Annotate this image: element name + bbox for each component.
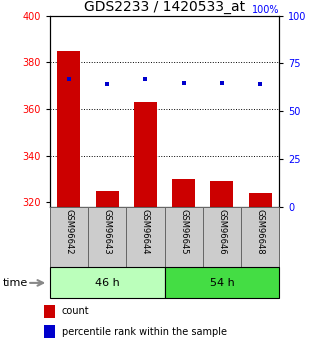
Title: GDS2233 / 1420533_at: GDS2233 / 1420533_at bbox=[84, 0, 245, 14]
Bar bbox=[211, 181, 233, 207]
Bar bbox=[50, 207, 88, 267]
Bar bbox=[50, 267, 164, 298]
Bar bbox=[164, 207, 203, 267]
Point bbox=[105, 82, 110, 87]
Bar bbox=[126, 207, 164, 267]
Text: GSM96646: GSM96646 bbox=[217, 209, 226, 254]
Text: GSM96642: GSM96642 bbox=[65, 209, 74, 254]
Point bbox=[66, 76, 72, 81]
Bar bbox=[134, 102, 157, 207]
Point bbox=[257, 82, 263, 87]
Point bbox=[143, 76, 148, 81]
Text: GSM96648: GSM96648 bbox=[256, 209, 265, 254]
Bar bbox=[241, 207, 279, 267]
Bar bbox=[44, 325, 55, 338]
Text: count: count bbox=[62, 306, 90, 316]
Text: time: time bbox=[3, 278, 29, 288]
Text: 46 h: 46 h bbox=[95, 278, 119, 288]
Bar bbox=[88, 207, 126, 267]
Text: percentile rank within the sample: percentile rank within the sample bbox=[62, 327, 227, 336]
Point bbox=[181, 80, 186, 85]
Text: 100%: 100% bbox=[252, 4, 279, 14]
Bar bbox=[96, 191, 118, 207]
Text: GSM96643: GSM96643 bbox=[103, 209, 112, 254]
Bar bbox=[57, 51, 80, 207]
Bar bbox=[44, 305, 55, 318]
Text: GSM96644: GSM96644 bbox=[141, 209, 150, 254]
Text: GSM96645: GSM96645 bbox=[179, 209, 188, 254]
Bar bbox=[203, 207, 241, 267]
Point bbox=[219, 80, 224, 85]
Bar bbox=[164, 267, 279, 298]
Bar bbox=[249, 193, 272, 207]
Text: 54 h: 54 h bbox=[210, 278, 234, 288]
Bar bbox=[172, 179, 195, 207]
